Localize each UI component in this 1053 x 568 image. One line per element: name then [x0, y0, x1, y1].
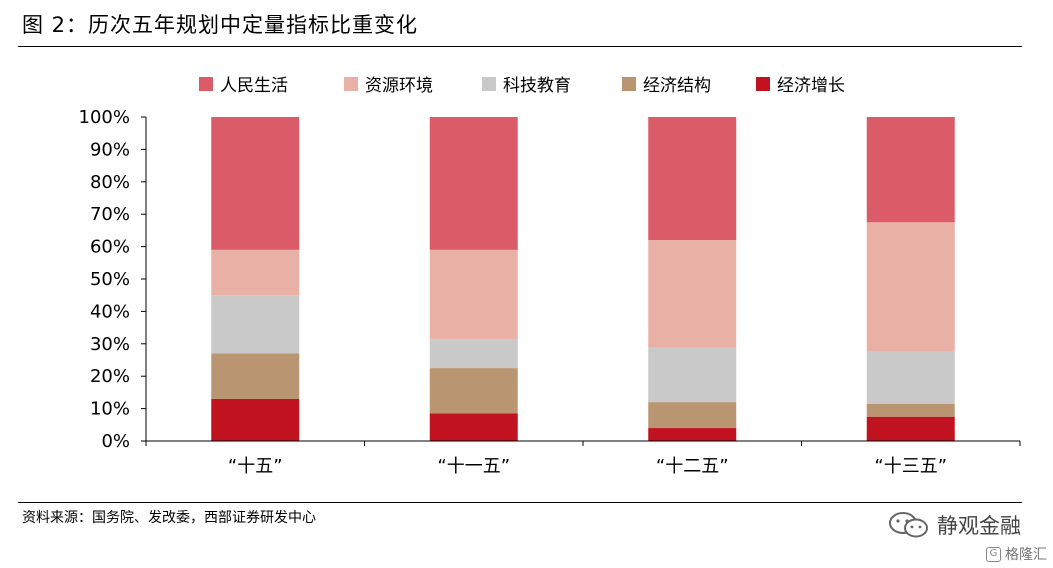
legend-swatch: [756, 77, 770, 91]
y-tick-label: 60%: [90, 237, 130, 258]
bar-segment: [429, 249, 518, 339]
watermark: 静观金融: [887, 510, 1021, 540]
badge-logo-icon: G: [986, 546, 1001, 562]
bar-stack: [648, 117, 737, 441]
chart-legend: 人民生活 资源环境 科技教育 经济结构 经济增长: [199, 76, 845, 96]
legend-label: 人民生活: [220, 76, 288, 96]
stacked-bar-chart: 人民生活 资源环境 科技教育 经济结构 经济增长 0% 10% 20% 30% 40% 50% 60…: [79, 76, 1021, 477]
legend-label: 科技教育: [503, 76, 571, 96]
bar-segment: [866, 351, 955, 404]
y-tick-label: 20%: [90, 366, 130, 387]
y-tick-label: 90%: [90, 139, 130, 160]
legend-item: 经济结构: [622, 76, 711, 96]
legend-label: 经济增长: [777, 76, 845, 96]
bar-segment: [648, 402, 737, 429]
y-tick-label: 40%: [90, 301, 130, 322]
wechat-icon: [889, 512, 928, 538]
bar-segment: [648, 347, 737, 403]
bar-segment: [211, 295, 300, 354]
y-axis: 0% 10% 20% 30% 40% 50% 60% 70% 80% 90% 100%: [79, 107, 147, 452]
bar-segment: [866, 222, 955, 352]
legend-swatch: [482, 77, 496, 91]
legend-swatch: [622, 77, 636, 91]
legend-item: 人民生活: [199, 76, 288, 96]
legend-label: 资源环境: [365, 76, 433, 96]
badge-text: 格隆汇: [1005, 547, 1047, 563]
bar-stack: [211, 117, 300, 441]
legend-label: 经济结构: [643, 76, 711, 96]
bar-segment: [211, 353, 300, 399]
title-divider: [18, 46, 1022, 47]
bar-stack: [866, 117, 955, 441]
bar-segment: [866, 403, 955, 417]
bar-segment: [648, 240, 737, 348]
y-tick-label: 80%: [90, 172, 130, 193]
legend-item: 经济增长: [756, 76, 845, 96]
bar-segment: [429, 413, 518, 441]
x-axis: “十五” “十一五” “十二五” “十三五”: [145, 440, 1021, 477]
bar-stack: [429, 117, 518, 441]
watermark-text: 静观金融: [937, 514, 1021, 538]
y-tick-label: 30%: [90, 334, 130, 355]
legend-swatch: [344, 77, 358, 91]
bar-segment: [866, 416, 955, 441]
x-tick-label: “十二五”: [656, 456, 729, 477]
y-tick-label: 10%: [90, 399, 130, 420]
bar-segment: [866, 117, 955, 223]
x-tick-label: “十五”: [228, 456, 283, 477]
legend-item: 科技教育: [482, 76, 571, 96]
bar-segment: [648, 117, 737, 241]
y-tick-label: 100%: [79, 107, 130, 128]
bar-segment: [211, 249, 300, 296]
y-tick-label: 0%: [101, 431, 130, 452]
x-tick-label: “十三五”: [874, 456, 947, 477]
source-divider: [18, 502, 1022, 503]
bar-stacks: [211, 117, 955, 441]
legend-item: 资源环境: [344, 76, 433, 96]
legend-swatch: [199, 77, 213, 91]
bar-segment: [648, 428, 737, 441]
site-badge: G 格隆汇: [986, 544, 1047, 564]
x-tick-label: “十一五”: [437, 456, 510, 477]
source-note: 资料来源：国务院、发改委，西部证券研发中心: [22, 510, 316, 526]
figure-title: 图 2：历次五年规划中定量指标比重变化: [22, 13, 419, 37]
bar-segment: [211, 398, 300, 441]
bar-segment: [211, 117, 300, 250]
bar-segment: [429, 368, 518, 414]
bar-segment: [429, 338, 518, 369]
bar-segment: [429, 117, 518, 250]
y-tick-label: 70%: [90, 204, 130, 225]
y-tick-label: 50%: [90, 269, 130, 290]
